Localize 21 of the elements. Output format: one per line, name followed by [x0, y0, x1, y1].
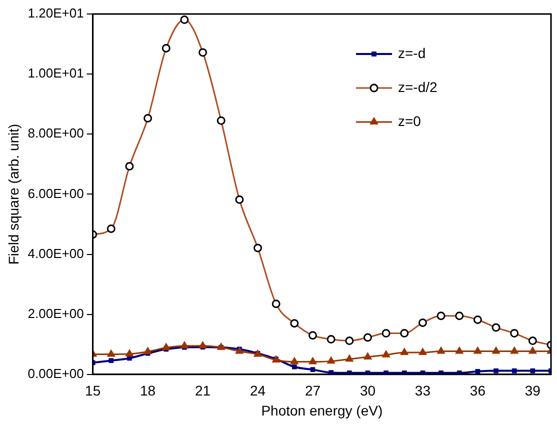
x-tick-label: 30	[360, 382, 376, 399]
x-tick-label: 24	[250, 382, 266, 399]
x-tick-label: 18	[140, 382, 156, 399]
x-tick-label: 33	[414, 382, 431, 399]
x-tick-label: 21	[194, 382, 211, 399]
legend-label: z=-d/2	[398, 78, 438, 95]
y-tick-label: 2.00E+00	[28, 306, 84, 321]
y-tick-label: 0.00E+00	[28, 366, 84, 381]
x-tick-label: 27	[304, 382, 321, 399]
y-tick-label: 1.00E+01	[28, 66, 84, 81]
legend-label: z=-d	[398, 44, 426, 61]
x-tick-label: 36	[470, 382, 486, 399]
y-axis-title: Field square (arb. unit)	[5, 124, 22, 265]
y-tick-label: 4.00E+00	[28, 246, 84, 261]
x-tick-label: 39	[524, 382, 541, 399]
y-tick-label: 8.00E+00	[28, 126, 84, 141]
x-tick-label: 15	[85, 382, 101, 399]
y-tick-label: 1.20E+01	[28, 6, 84, 21]
x-axis-title: Photon energy (eV)	[261, 402, 383, 418]
legend-label: z=0	[398, 112, 422, 129]
y-tick-label: 6.00E+00	[28, 186, 84, 201]
